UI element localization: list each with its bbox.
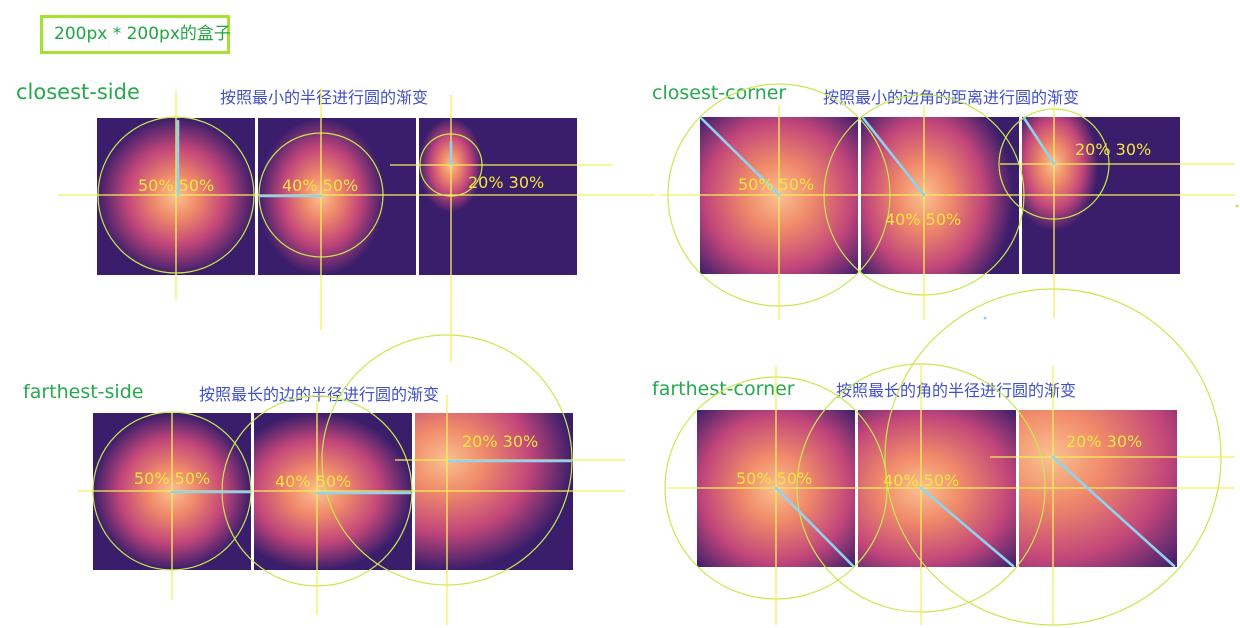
closest-side-box-20-30	[419, 118, 577, 275]
position-label: 40% 50%	[883, 471, 959, 490]
radius-line	[919, 486, 1015, 568]
stray-dot	[1235, 204, 1239, 208]
position-label: 20% 30%	[1066, 432, 1142, 451]
position-labels: 50% 50% 40% 50% 20% 30% 50% 50% 40% 50% …	[134, 140, 1151, 491]
position-label: 40% 50%	[275, 472, 351, 491]
radius-line	[1051, 455, 1176, 568]
position-label: 50% 50%	[736, 469, 812, 488]
radius-line	[774, 486, 855, 568]
position-label: 20% 30%	[1075, 140, 1151, 159]
stray-dot	[983, 316, 987, 320]
radius-line	[861, 116, 926, 197]
position-label: 50% 50%	[134, 469, 210, 488]
radius-line	[1022, 116, 1056, 166]
box-size-badge: 200px * 200px的盒子	[40, 15, 231, 54]
position-label: 50% 50%	[138, 176, 214, 195]
position-label: 20% 30%	[468, 173, 544, 192]
position-label: 40% 50%	[282, 176, 358, 195]
section-title-farthest-side: farthest-side	[23, 381, 144, 403]
position-label: 50% 50%	[738, 175, 814, 194]
position-label: 40% 50%	[885, 210, 961, 229]
position-label: 20% 30%	[462, 432, 538, 451]
radius-lines	[170, 116, 1176, 568]
section-title-farthest-corner: farthest-corner	[652, 378, 795, 400]
section-desc-farthest-side: 按照最长的边的半径进行圆的渐变	[199, 385, 440, 404]
section-title-closest-side: closest-side	[16, 80, 140, 104]
section-desc-farthest-corner: 按照最长的角的半径进行圆的渐变	[836, 381, 1077, 400]
guide-crosshairs	[58, 88, 1235, 625]
radius-line	[699, 116, 781, 197]
guide-circles	[92, 83, 1222, 626]
section-desc-closest-side: 按照最小的半径进行圆的渐变	[220, 88, 429, 107]
